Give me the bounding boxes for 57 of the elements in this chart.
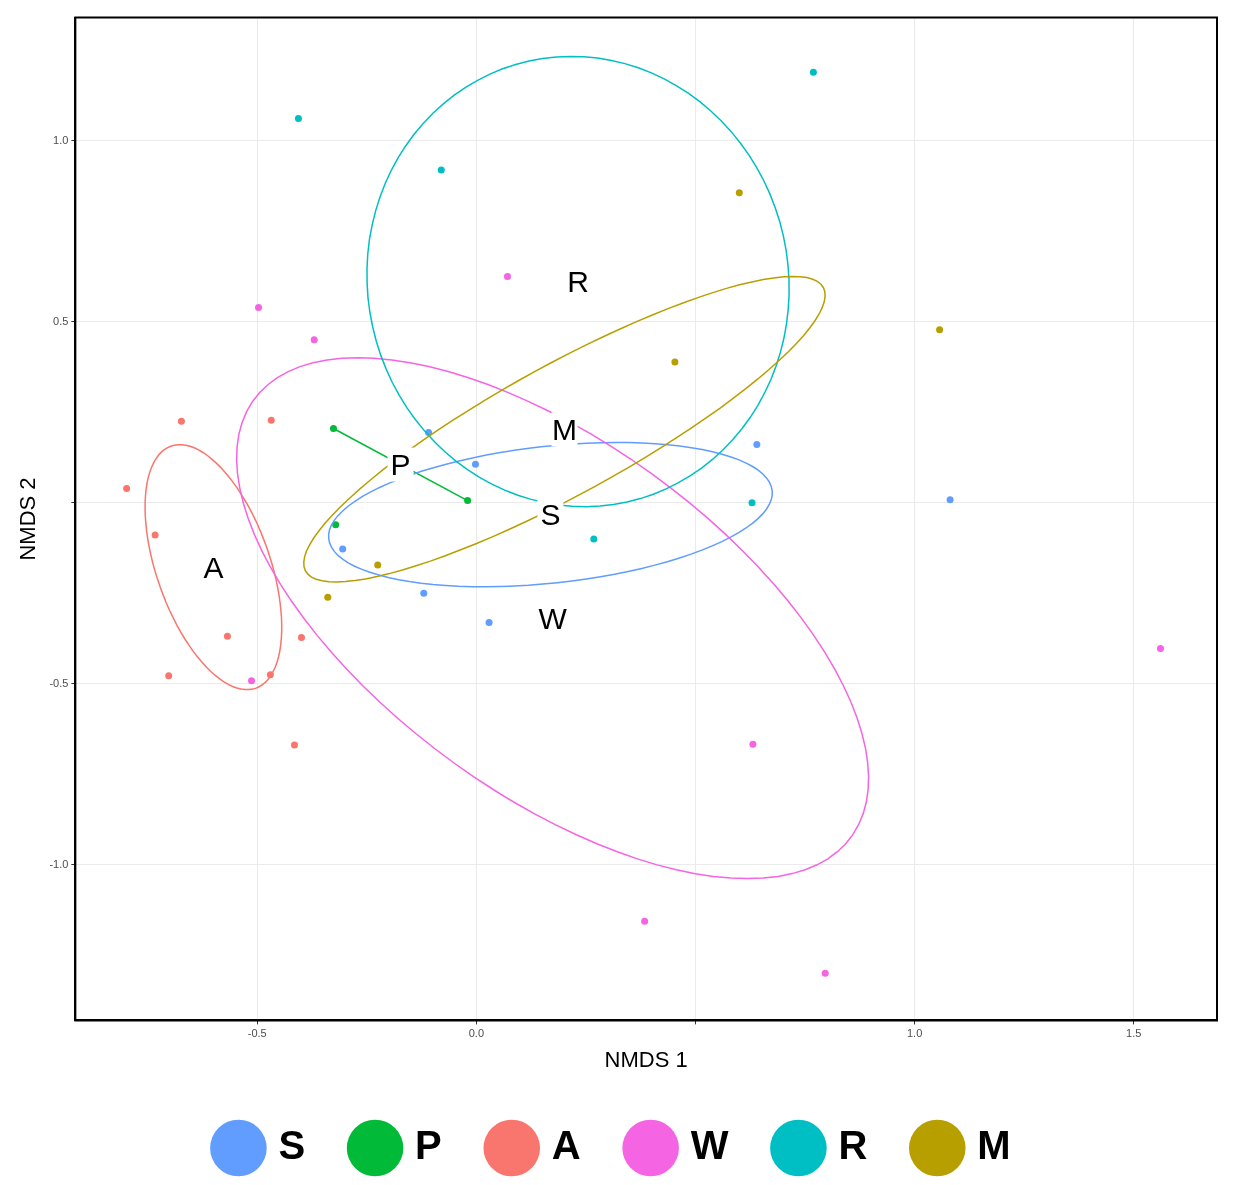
- annotation: W: [538, 601, 568, 635]
- point: [464, 497, 472, 505]
- point: [809, 68, 817, 76]
- point: [936, 326, 944, 334]
- point: [123, 485, 131, 493]
- point: [324, 593, 332, 601]
- point: [267, 416, 275, 424]
- point: [503, 272, 511, 280]
- point: [290, 741, 298, 749]
- legend-label: M: [977, 1123, 1011, 1168]
- point: [151, 531, 159, 539]
- annotation: P: [390, 448, 411, 482]
- y-tick-label: -1.0: [49, 857, 69, 870]
- x-tick-label: 1.5: [1126, 1027, 1142, 1040]
- y-tick-label: 1.0: [53, 133, 69, 146]
- x-tick-label: 1.0: [906, 1027, 923, 1040]
- x-tick-label: 0.0: [468, 1027, 484, 1040]
- point: [437, 166, 445, 174]
- legend-label: P: [415, 1123, 442, 1168]
- point: [946, 496, 954, 504]
- point: [641, 917, 649, 925]
- annotation: R: [567, 265, 589, 299]
- point: [177, 417, 185, 425]
- point: [165, 672, 173, 680]
- point: [471, 460, 479, 468]
- point: [310, 336, 318, 344]
- legend-label: W: [690, 1123, 729, 1168]
- point: [420, 589, 428, 597]
- point: [590, 535, 598, 543]
- point: [748, 499, 756, 507]
- point: [735, 189, 743, 197]
- point: [485, 619, 493, 627]
- y-axis-title: NMDS 2: [15, 477, 41, 561]
- legend-label: A: [551, 1123, 581, 1168]
- point: [248, 677, 256, 685]
- point: [753, 440, 761, 448]
- point: [374, 561, 382, 569]
- annotation: M: [551, 412, 577, 446]
- y-tick-label: 0.5: [53, 314, 69, 327]
- point: [255, 304, 263, 312]
- y-tick-label: -0.5: [49, 676, 69, 689]
- x-tick-label: -0.5: [247, 1027, 267, 1040]
- point: [749, 740, 757, 748]
- point: [223, 632, 231, 640]
- point: [1156, 645, 1164, 653]
- point: [821, 969, 829, 977]
- annotation: A: [203, 550, 224, 584]
- x-axis-title: NMDS 1: [604, 1046, 688, 1072]
- point: [671, 358, 679, 366]
- point: [332, 521, 340, 529]
- annotation: S: [540, 498, 561, 532]
- legend-label: R: [838, 1123, 868, 1168]
- legend-label: S: [278, 1123, 306, 1168]
- point: [339, 545, 347, 553]
- point: [294, 115, 302, 123]
- point: [297, 633, 305, 641]
- point: [329, 425, 337, 432]
